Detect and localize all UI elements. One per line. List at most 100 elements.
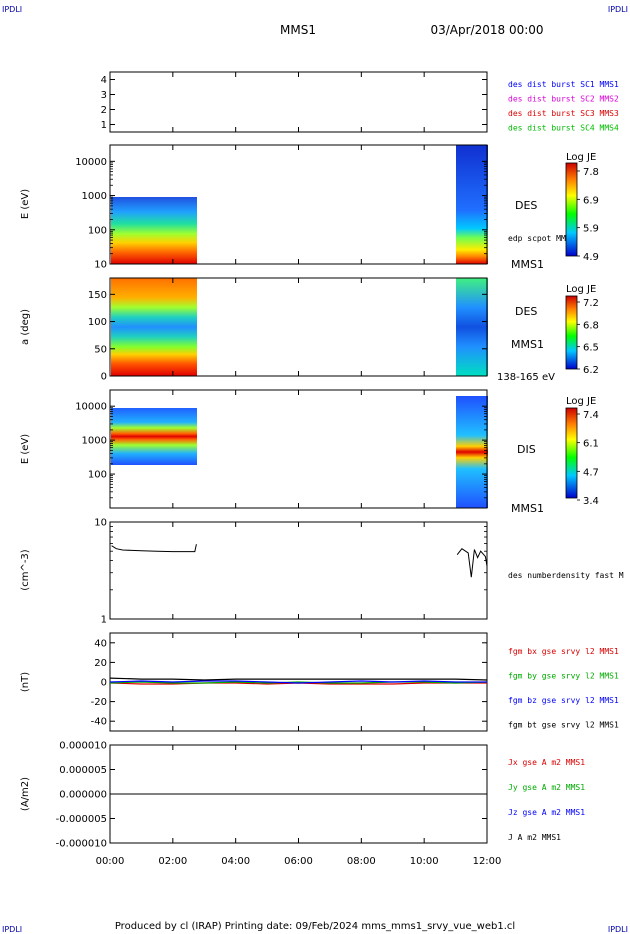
bfield-legend-entry: fgm by gse srvy l2 MMS1: [508, 672, 619, 681]
density-ytick-label: 1: [101, 615, 107, 626]
bfield-legend-entry: fgm bt gse srvy l2 MMS1: [508, 721, 619, 730]
burst-legend-entry: des dist burst SC2 MMS2: [508, 95, 619, 104]
des-pitch-ytick-label: 100: [88, 317, 107, 328]
des-pitch-ytick-label: 0: [101, 372, 107, 383]
corner-mark-bottom-left: IPDLI: [2, 925, 22, 934]
current-ylabel: (A/m2): [20, 777, 31, 811]
des-energy-ytick-label: 10000: [75, 157, 107, 168]
des-pitch-cbar-title: Log JE: [566, 284, 596, 295]
bfield-series-line: [109, 681, 488, 684]
x-tick-label: 06:00: [284, 856, 313, 867]
bfield-ytick-label: 40: [94, 638, 107, 649]
current-ytick-label: 0.000010: [59, 741, 107, 752]
current-ytick-label: 0.000000: [59, 790, 107, 801]
burst-ytick-label: 3: [101, 90, 107, 101]
des-energy-ytick-label: 100: [88, 225, 107, 236]
des-energy-cbar-label: 4.9: [583, 252, 599, 263]
date-title: 03/Apr/2018 00:00: [430, 23, 543, 37]
bfield-legend-entry: fgm bx gse srvy l2 MMS1: [508, 647, 619, 656]
dis-energy-cbar-title: Log JE: [566, 396, 596, 407]
dis-energy-spectrogram-block-2: [456, 396, 488, 508]
des-energy-cbar-title: Log JE: [566, 152, 596, 163]
des-pitch-ylabel: a (deg): [20, 309, 31, 345]
burst-ytick-label: 2: [101, 105, 107, 116]
des-pitch-ytick-label: 150: [88, 290, 107, 301]
panel-des-energy: E (eV) 10000 1000 100 10 DES edp scpot MMS1…: [20, 144, 599, 271]
des-energy-sc: MMS1: [511, 258, 544, 271]
dis-energy-colorbar: [565, 407, 578, 499]
des-pitch-cbar-label: 6.2: [583, 365, 599, 376]
current-legend-entry: Jy gse A m2 MMS1: [508, 783, 585, 792]
current-ytick-label: -0.000005: [56, 814, 107, 825]
x-tick-label: 08:00: [347, 856, 376, 867]
des-energy-extra: edp scpot MMS1: [508, 234, 576, 243]
dis-energy-ylabel: E (eV): [20, 434, 31, 464]
current-ytick-label: 0.000005: [59, 765, 107, 776]
panel-bfield: (nT) 40 20 0 -20 -40 fgm bx gse srvy l2 MMS1…: [20, 632, 619, 732]
dis-energy-species: DIS: [517, 443, 536, 456]
dis-energy-ytick-label: 1000: [82, 436, 107, 447]
dis-energy-cbar-label: 3.4: [583, 496, 599, 507]
des-energy-colorbar: [565, 162, 578, 257]
des-energy-ylabel: E (eV): [20, 189, 31, 219]
bfield-legend-entry: fgm bz gse srvy l2 MMS1: [508, 696, 619, 705]
x-tick-label: 00:00: [96, 856, 125, 867]
bfield-ytick-label: -40: [91, 717, 107, 728]
des-energy-ytick-label: 10: [94, 260, 107, 271]
corner-mark-top-left: IPDLI: [2, 5, 22, 14]
density-ylabel: (cm^-3): [20, 549, 31, 590]
dis-energy-sc: MMS1: [511, 502, 544, 515]
des-pitch-spectrogram-block-1: [111, 278, 197, 376]
bfield-ytick-label: 20: [94, 658, 107, 669]
burst-legend-entry: des dist burst SC4 MMS4: [508, 124, 619, 133]
burst-ytick-label: 4: [101, 75, 107, 86]
current-legend-entry: Jz gse A m2 MMS1: [508, 808, 585, 817]
des-pitch-sc: MMS1: [511, 338, 544, 351]
dis-energy-ytick-label: 100: [88, 470, 107, 481]
des-pitch-cbar-label: 6.8: [583, 320, 599, 331]
dis-energy-spectrogram-block-1: [111, 408, 197, 465]
corner-mark-top-right: IPDLI: [608, 5, 628, 14]
x-axis: 00:00 02:00 04:00 06:00 08:00 10:00 12:00: [96, 72, 502, 867]
burst-legend-entry: des dist burst SC3 MMS3: [508, 109, 619, 118]
des-pitch-colorbar: [565, 295, 578, 370]
panel-dis-energy: E (eV) 10000 1000 100 DIS MMS1 Log JE 7.4 6…: [20, 389, 599, 515]
des-pitch-ytick-label: 50: [94, 344, 107, 355]
burst-ytick-label: 1: [101, 120, 107, 131]
corner-mark-bottom-right: IPDLI: [608, 925, 628, 934]
burst-legend-entry: des dist burst SC1 MMS1: [508, 80, 619, 89]
panel-density: (cm^-3) 10 1 des numberdensity fast M: [20, 518, 624, 626]
density-legend: des numberdensity fast M: [508, 571, 624, 580]
panel-current: (A/m2) 0.000010 0.000005 0.000000 -0.000005…: [20, 741, 585, 850]
des-energy-spectrogram-block-2: [456, 145, 488, 264]
des-pitch-cbar-label: 6.5: [583, 343, 599, 354]
panel-des-pitch: a (deg) 150 100 50 0 DES MMS1 138-165 eV Lo…: [20, 277, 599, 383]
des-energy-cbar-label: 5.9: [583, 224, 599, 235]
dis-energy-ytick-label: 10000: [75, 402, 107, 413]
des-energy-cbar-label: 7.8: [583, 167, 599, 178]
des-energy-species: DES: [515, 199, 537, 212]
des-pitch-species: DES: [515, 305, 537, 318]
dis-energy-cbar-label: 6.1: [583, 439, 599, 450]
x-tick-label: 04:00: [221, 856, 250, 867]
current-legend-entry: Jx gse A m2 MMS1: [508, 758, 585, 767]
bfield-ytick-label: -20: [91, 697, 107, 708]
density-series-segment: [456, 548, 488, 578]
panel-burst: 4 3 2 1 des dist burst SC1 MMS1 des dist bur…: [101, 71, 619, 133]
bfield-ytick-label: 0: [101, 678, 107, 689]
bfield-ylabel: (nT): [20, 672, 31, 692]
des-pitch-energy-range: 138-165 eV: [497, 372, 555, 383]
des-energy-spectrogram-block-1: [111, 197, 197, 264]
x-tick-label: 12:00: [473, 856, 502, 867]
dis-energy-cbar-label: 4.7: [583, 467, 599, 478]
current-legend-entry: J A m2 MMS1: [508, 833, 561, 842]
density-series-segment: [111, 544, 197, 553]
current-ytick-label: -0.000010: [56, 839, 107, 850]
des-pitch-cbar-label: 7.2: [583, 298, 599, 309]
bfield-series-line: [109, 680, 487, 684]
x-tick-label: 10:00: [410, 856, 439, 867]
des-pitch-spectrogram-block-2: [456, 278, 488, 376]
bfield-series-line: [109, 677, 488, 681]
des-energy-cbar-label: 6.9: [583, 195, 599, 206]
